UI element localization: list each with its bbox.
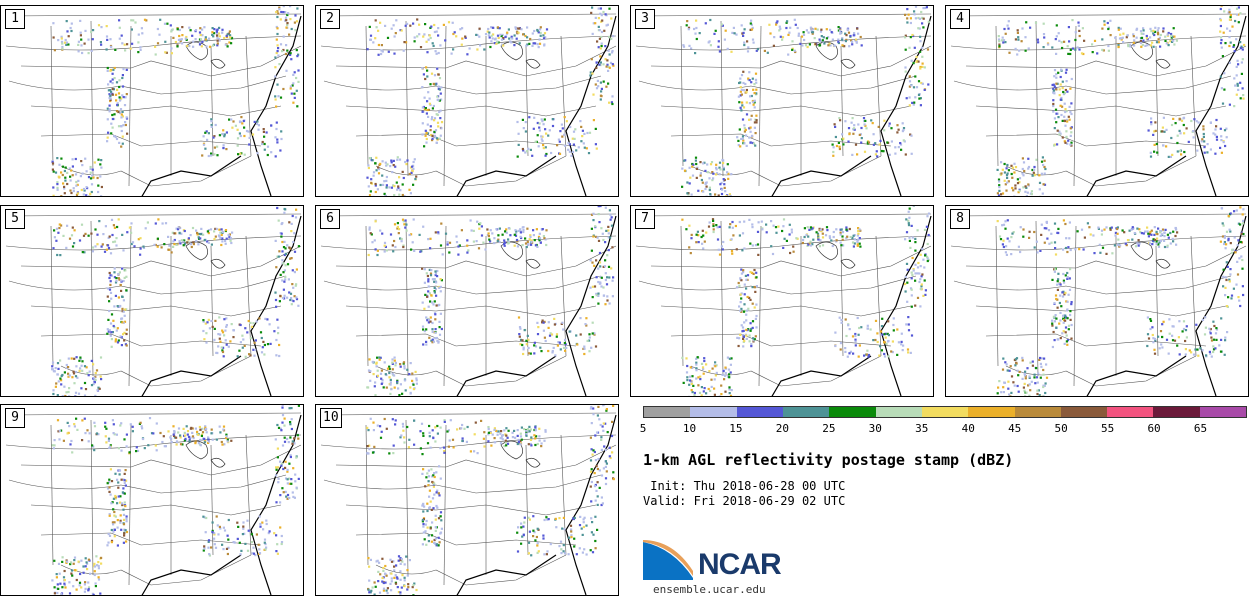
colorbar-tick-label: 65: [1193, 422, 1208, 435]
us-map: [5, 6, 302, 196]
us-map: [635, 6, 932, 196]
colorbar-tick-label: 5: [639, 422, 647, 435]
colorbar-segment: [736, 407, 783, 417]
colorbar-segment: [1060, 407, 1108, 417]
colorbar-segment: [1153, 407, 1200, 417]
us-map: [950, 6, 1247, 196]
ensemble-member-panel-6: 6: [315, 205, 619, 397]
us-map: [320, 206, 617, 396]
member-number: 7: [635, 209, 655, 229]
colorbar-tick-label: 55: [1100, 422, 1115, 435]
colorbar-tick-label: 10: [682, 422, 697, 435]
colorbar-segment: [690, 407, 737, 417]
ensemble-member-panel-10: 10: [315, 404, 619, 596]
colorbar-segment: [829, 407, 876, 417]
member-number: 10: [320, 408, 342, 428]
us-map: [320, 405, 617, 595]
colorbar-segment: [875, 407, 922, 417]
colorbar-tick-label: 20: [775, 422, 789, 435]
us-map: [5, 405, 302, 595]
figure-title: 1-km AGL reflectivity postage stamp (dBZ…: [643, 451, 1014, 469]
ensemble-member-panel-2: 2: [315, 5, 619, 197]
init-time: Init: Thu 2018-06-28 00 UTC: [643, 479, 846, 493]
member-number: 3: [635, 9, 655, 29]
ensemble-member-panel-9: 9: [0, 404, 304, 596]
colorbar-segment: [1014, 407, 1061, 417]
member-number: 1: [5, 9, 25, 29]
colorbar-ticks: 5 10 15 20 25 30 35 40 45 50 55 60 65: [639, 422, 1247, 438]
us-map: [5, 206, 302, 396]
colorbar-segment: [782, 407, 830, 417]
colorbar-segment: [968, 407, 1015, 417]
member-number: 2: [320, 9, 340, 29]
valid-time: Valid: Fri 2018-06-29 02 UTC: [643, 494, 846, 508]
colorbar-tick-label: 60: [1147, 422, 1161, 435]
us-map: [320, 6, 617, 196]
colorbar-segment: [1107, 407, 1154, 417]
colorbar-tick-label: 35: [915, 422, 929, 435]
colorbar: [643, 406, 1247, 418]
ensemble-member-panel-8: 8: [945, 205, 1249, 397]
member-number: 9: [5, 408, 25, 428]
ensemble-member-panel-3: 3: [630, 5, 934, 197]
source-url: ensemble.ucar.edu: [653, 583, 766, 596]
member-number: 4: [950, 9, 970, 29]
us-map: [950, 206, 1247, 396]
colorbar-tick-label: 40: [961, 422, 975, 435]
ncar-logo-text: NCAR: [698, 548, 782, 581]
colorbar-segment: [644, 407, 691, 417]
colorbar-segment: [1199, 407, 1247, 417]
ensemble-member-panel-1: 1: [0, 5, 304, 197]
ensemble-member-panel-7: 7: [630, 205, 934, 397]
ensemble-member-panel-4: 4: [945, 5, 1249, 197]
colorbar-segment: [921, 407, 969, 417]
colorbar-tick-label: 15: [729, 422, 743, 435]
colorbar-tick-label: 25: [822, 422, 836, 435]
colorbar-tick-label: 30: [868, 422, 882, 435]
ncar-logo: [643, 540, 693, 580]
member-number: 5: [5, 209, 25, 229]
member-number: 8: [950, 209, 970, 229]
ensemble-member-panel-5: 5: [0, 205, 304, 397]
colorbar-tick-label: 45: [1008, 422, 1022, 435]
member-number: 6: [320, 209, 340, 229]
colorbar-tick-label: 50: [1054, 422, 1068, 435]
us-map: [635, 206, 932, 396]
